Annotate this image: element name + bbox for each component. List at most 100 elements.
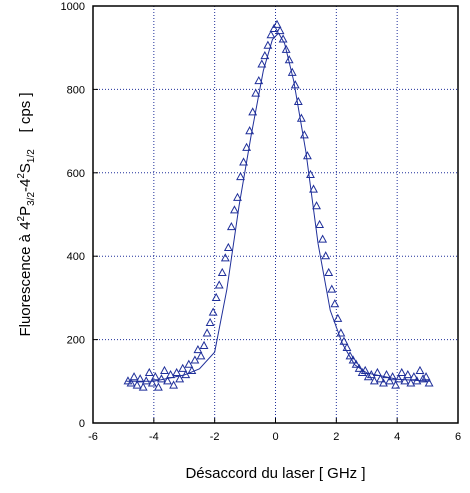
y-tick-label: 400 xyxy=(67,251,85,263)
data-point xyxy=(406,378,416,387)
data-point xyxy=(354,363,364,372)
y-title-sup2: 2 xyxy=(16,173,27,179)
data-point xyxy=(217,267,227,276)
data-point xyxy=(321,251,331,260)
data-point xyxy=(385,376,395,385)
data-point xyxy=(208,307,218,316)
data-point xyxy=(342,342,352,352)
data-point xyxy=(187,365,197,374)
data-point xyxy=(160,365,169,374)
data-point xyxy=(345,351,355,360)
y-title-sup1: 2 xyxy=(16,215,27,221)
data-point xyxy=(184,359,194,368)
data-point xyxy=(382,370,391,379)
data-point xyxy=(123,376,133,385)
data-point xyxy=(199,340,209,349)
data-point xyxy=(226,221,236,231)
data-point xyxy=(132,380,142,389)
data-point xyxy=(366,370,376,379)
data-point xyxy=(135,374,145,383)
data-point xyxy=(251,88,261,97)
data-point xyxy=(281,44,291,53)
x-tick-label: 6 xyxy=(455,431,461,443)
data-point xyxy=(409,372,419,381)
y-tick-label: 800 xyxy=(67,84,85,96)
y-title-mid1: P xyxy=(17,206,34,216)
data-point xyxy=(175,374,185,383)
data-point xyxy=(403,370,413,379)
data-point xyxy=(400,376,410,385)
data-point xyxy=(138,382,148,391)
data-point xyxy=(144,367,154,377)
data-point xyxy=(193,344,203,354)
data-point xyxy=(254,76,264,85)
data-point xyxy=(248,107,258,116)
data-point xyxy=(388,372,398,381)
data-point xyxy=(339,336,349,345)
data-point xyxy=(284,55,294,64)
data-point xyxy=(287,67,297,76)
data-point xyxy=(369,376,379,385)
data-point xyxy=(178,363,188,372)
data-point xyxy=(181,370,191,379)
grid xyxy=(93,6,458,423)
y-title-unit: [ cps ] xyxy=(17,92,34,149)
x-tick-label: -6 xyxy=(88,431,98,443)
data-point xyxy=(156,374,166,383)
data-points xyxy=(123,19,434,391)
y-tick-label: 200 xyxy=(67,335,85,347)
data-point xyxy=(318,234,328,243)
data-point xyxy=(333,313,343,322)
data-point xyxy=(153,382,163,391)
data-point xyxy=(372,367,382,377)
data-point xyxy=(150,372,160,381)
data-point xyxy=(379,378,388,387)
data-point xyxy=(348,355,358,364)
y-tick-label: 600 xyxy=(67,168,85,180)
data-point xyxy=(260,50,270,60)
data-point xyxy=(269,23,279,33)
data-point xyxy=(211,292,221,301)
data-point xyxy=(190,355,200,364)
data-point xyxy=(363,372,373,381)
data-point xyxy=(229,205,239,214)
y-title-mid2: -4 xyxy=(17,179,34,192)
data-point xyxy=(293,96,303,106)
data-point xyxy=(166,370,176,379)
data-point xyxy=(257,59,267,68)
x-tick-label: 4 xyxy=(394,431,400,443)
data-point xyxy=(236,171,245,181)
data-point xyxy=(397,367,407,377)
data-point xyxy=(214,280,224,289)
data-point xyxy=(394,374,404,383)
y-title-mid3: S xyxy=(17,163,34,173)
y-tick-label: 1000 xyxy=(61,1,85,13)
data-point xyxy=(233,192,242,201)
x-tick-label: 0 xyxy=(272,431,278,443)
data-point xyxy=(424,378,434,387)
data-point xyxy=(242,142,252,151)
data-point xyxy=(266,30,276,39)
data-point xyxy=(312,201,322,210)
data-point xyxy=(245,126,255,135)
data-point xyxy=(330,299,340,308)
data-point xyxy=(309,184,318,193)
data-point xyxy=(290,80,300,89)
data-point xyxy=(324,267,334,276)
data-point xyxy=(220,253,230,262)
data-point xyxy=(239,157,249,166)
data-point xyxy=(327,284,337,293)
x-tick-label: 2 xyxy=(333,431,339,443)
data-point xyxy=(412,376,422,385)
data-point xyxy=(336,328,346,337)
x-axis-title: Désaccord du laser [ GHz ] xyxy=(185,465,365,482)
data-point xyxy=(202,328,212,337)
y-axis: 0 200 400 600 800 1000 xyxy=(61,1,98,430)
data-point xyxy=(315,219,325,229)
x-tick-label: -2 xyxy=(210,431,220,443)
data-point xyxy=(391,380,401,389)
data-point xyxy=(163,376,172,385)
data-point xyxy=(147,378,157,387)
data-point xyxy=(172,367,182,377)
x-tick-label: -4 xyxy=(149,431,159,443)
